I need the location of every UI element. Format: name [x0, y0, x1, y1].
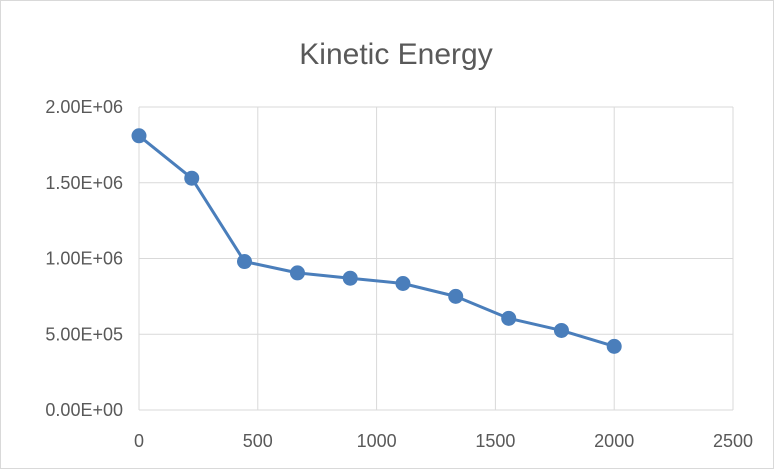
y-tick-label: 1.50E+06	[45, 173, 123, 193]
series-line	[137, 134, 616, 348]
x-tick-label: 500	[243, 431, 273, 451]
x-tick-label: 2500	[713, 431, 753, 451]
y-tick-label: 2.00E+06	[45, 97, 123, 117]
x-tick-label: 2000	[594, 431, 634, 451]
data-point	[606, 338, 622, 354]
y-tick-label: 5.00E+05	[45, 324, 123, 344]
data-point	[289, 265, 305, 281]
data-point	[184, 170, 200, 186]
data-point	[501, 310, 517, 326]
y-tick-label: 0.00E+00	[45, 400, 123, 420]
axis-layer: 0.00E+00 5.00E+05 1.00E+06 1.50E+06 2.00E+06…	[45, 97, 753, 451]
data-point	[342, 270, 358, 286]
y-tick-label: 1.00E+06	[45, 249, 123, 269]
data-point	[448, 288, 464, 304]
data-point	[553, 322, 569, 338]
data-point	[236, 254, 252, 270]
series-layer	[131, 128, 622, 354]
x-tick-label: 0	[134, 431, 144, 451]
data-point	[131, 128, 147, 144]
x-tick-label: 1000	[357, 431, 397, 451]
data-point	[395, 275, 411, 291]
x-tick-label: 1500	[475, 431, 515, 451]
chart-title: Kinetic Energy	[299, 38, 492, 71]
grid-layer	[139, 106, 734, 410]
